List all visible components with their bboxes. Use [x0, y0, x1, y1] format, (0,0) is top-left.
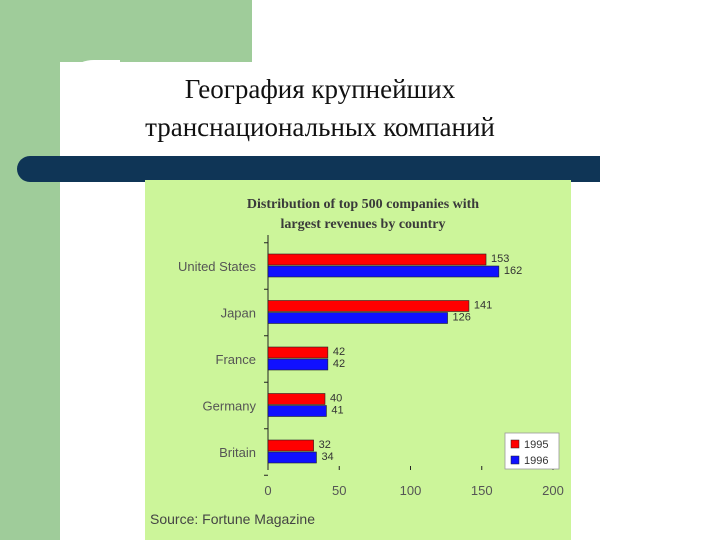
data-label-1995: 40 [330, 393, 342, 405]
slide-title: География крупнейших транснациональных к… [100, 70, 540, 146]
slide-rounded-corner [60, 60, 120, 120]
chart-title-line-1: Distribution of top 500 companies with [247, 197, 479, 212]
bar-chart: Distribution of top 500 companies with l… [150, 197, 564, 527]
bar-1995 [267, 439, 314, 452]
slide-title-line-2: транснациональных компаний [145, 112, 495, 142]
bar-1995 [267, 346, 329, 359]
legend-swatch-1996 [510, 455, 520, 465]
legend-label-1995: 1995 [524, 439, 548, 451]
bar-1995 [267, 253, 487, 266]
bar-1995 [267, 393, 326, 405]
data-label-1996: 42 [333, 358, 345, 370]
legend-label-1996: 1996 [524, 455, 548, 467]
x-tick-label: 150 [471, 483, 493, 498]
data-label-1996: 126 [453, 312, 471, 324]
x-tick-label: 0 [264, 483, 271, 498]
data-label-1996: 34 [321, 451, 333, 463]
bar-1996 [267, 451, 317, 464]
data-label-1996: 41 [331, 405, 343, 417]
chart-panel: Distribution of top 500 companies with l… [145, 180, 571, 540]
data-label-1995: 42 [333, 346, 345, 358]
slide-title-line-1: География крупнейших [184, 74, 456, 104]
data-label-1995: 153 [491, 253, 509, 265]
slide-left-green-band [0, 0, 60, 540]
bar-1995 [267, 300, 470, 312]
bar-1996 [267, 265, 500, 278]
x-tick-label: 50 [332, 483, 346, 498]
data-label-1996: 162 [504, 265, 522, 277]
bar-1996 [267, 405, 327, 417]
x-tick-label: 100 [400, 483, 422, 498]
category-label: United States [178, 259, 257, 274]
category-label: Germany [203, 399, 257, 414]
chart-source: Source: Fortune Magazine [150, 511, 315, 527]
x-tick-label: 200 [542, 483, 564, 498]
chart-title-line-2: largest revenues by country [281, 217, 446, 232]
data-label-1995: 141 [474, 300, 492, 312]
category-label: Japan [221, 306, 256, 321]
slide-top-green-band [60, 0, 252, 62]
bar-1996 [267, 312, 448, 324]
bar-1996 [267, 358, 329, 371]
category-label: Britain [219, 445, 256, 460]
category-label: France [216, 352, 256, 367]
legend-swatch-1995 [510, 439, 520, 449]
title-divider-bar [17, 156, 600, 182]
data-label-1995: 32 [319, 439, 331, 451]
